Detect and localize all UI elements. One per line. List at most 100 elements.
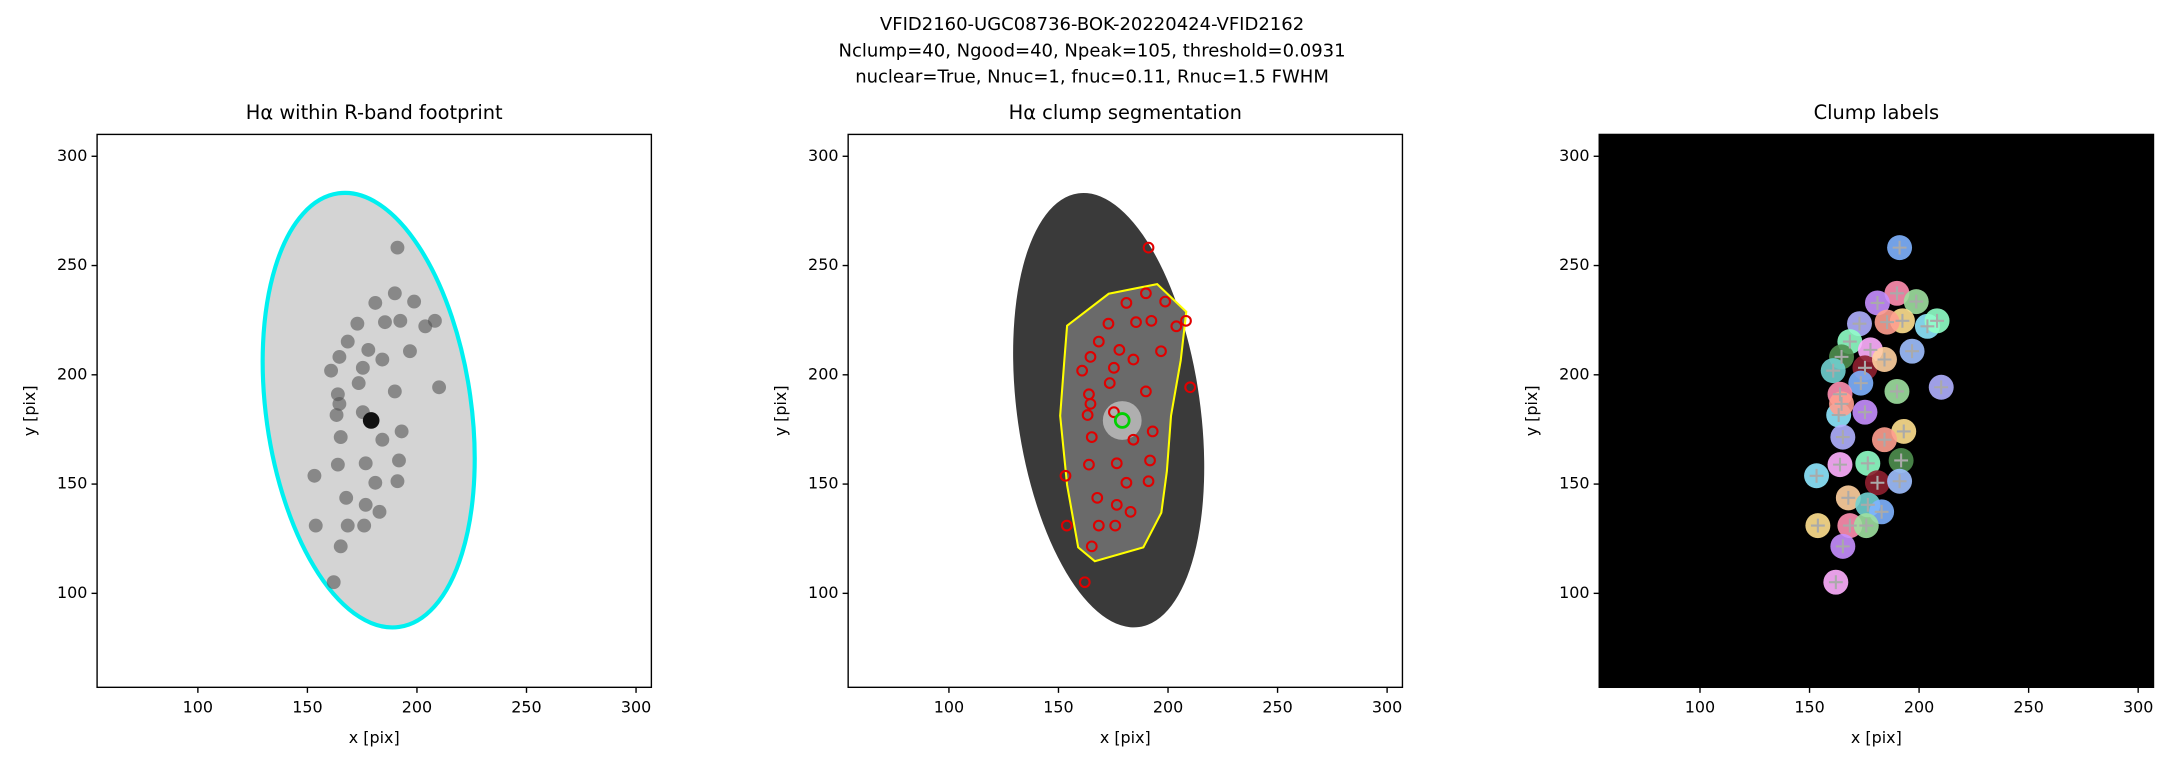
clump-emission [361, 342, 376, 357]
clump-marker [1124, 505, 1137, 518]
clump-emission [407, 294, 422, 309]
clump-cross [1852, 316, 1867, 331]
clump-emission [333, 539, 348, 554]
y-tick-label: 100 [57, 583, 87, 602]
clump-cross [1833, 457, 1847, 472]
clump-emission [390, 474, 405, 489]
clump-marker [1140, 287, 1152, 300]
clump-cross [1859, 518, 1874, 533]
clump-emission [372, 504, 387, 519]
clump-cross [1858, 405, 1872, 420]
clump-cross [1896, 424, 1911, 439]
clump-marker [1159, 295, 1172, 308]
clump-marker [1127, 433, 1140, 446]
x-tick-label: 100 [1685, 698, 1715, 717]
y-tick-label: 100 [1559, 583, 1589, 602]
clump-emission [332, 396, 347, 411]
clump-marker [1120, 476, 1133, 489]
y-axis-label: y [pix] [1522, 385, 1541, 436]
clump-marker [1180, 314, 1192, 327]
x-axis-label: x [pix] [1100, 728, 1151, 747]
clump-cross [1835, 539, 1850, 554]
clump-marker [1059, 469, 1072, 482]
x-tick-label: 300 [1372, 698, 1402, 717]
clump-marker [1155, 345, 1167, 358]
clump-emission [308, 518, 323, 533]
clump-cross [1880, 315, 1895, 330]
clump-cross [1930, 313, 1944, 328]
panel: 100 150 200 250 300 100 150 200 250 300 Clump labe… [1522, 101, 2155, 747]
clump-emission [368, 295, 383, 310]
nucleus-emission [362, 412, 380, 429]
clump-marker [1142, 241, 1155, 254]
clump-cross [1828, 575, 1843, 590]
clump-marker [1127, 353, 1140, 366]
clump-emission [330, 457, 345, 472]
clump-emission [340, 518, 355, 533]
clump-marker [1108, 406, 1120, 419]
clump-emission [392, 453, 406, 468]
y-tick-label: 300 [808, 146, 838, 165]
clump-cross [1841, 490, 1856, 505]
image [1599, 134, 2154, 688]
x-tick-label: 200 [1904, 698, 1934, 717]
y-tick-label: 150 [57, 474, 87, 493]
suptitle: VFID2160-UGC08736-BOK-20220424-VFID2162 [880, 14, 1304, 35]
x-tick-label: 300 [621, 698, 651, 717]
clump-emission [368, 475, 383, 490]
clump-cross [1835, 430, 1850, 445]
clump-cross [1909, 294, 1924, 309]
clump-marker [1109, 519, 1122, 532]
x-tick-label: 100 [934, 698, 964, 717]
clump-cross [1860, 497, 1875, 512]
clump-cross [1890, 286, 1904, 301]
clump-marker [1140, 385, 1152, 398]
axes-frame [1598, 133, 2155, 689]
clump-emission [390, 240, 405, 255]
clump-cross [1842, 334, 1857, 349]
x-tick-label: 200 [1153, 698, 1183, 717]
x-tick-label: 100 [183, 698, 213, 717]
clump-emission [350, 316, 365, 331]
clump-emission [394, 424, 409, 439]
x-tick-label: 250 [1262, 698, 1292, 717]
clump-emission [332, 349, 347, 364]
clump-emission [375, 352, 390, 367]
x-axis-label: x [pix] [349, 728, 400, 747]
clump-marker [1085, 540, 1098, 553]
clump-emission [339, 490, 354, 505]
clump-emission [326, 575, 341, 590]
axes-title: Hα clump segmentation [1009, 101, 1242, 124]
clump-cross [1831, 408, 1846, 422]
clump-cross [1853, 376, 1868, 391]
clump-cross [1877, 352, 1892, 367]
image [848, 134, 1403, 688]
clump-marker [1103, 377, 1116, 390]
axes-title: Clump labels [1814, 101, 1940, 124]
clump-emission [355, 360, 370, 375]
clump-cross [1863, 342, 1878, 357]
y-tick-label: 250 [808, 255, 838, 274]
clump-marker [1060, 519, 1073, 532]
y-tick-label: 150 [808, 474, 838, 493]
clump-cross [1934, 380, 1949, 395]
y-tick-label: 250 [1559, 255, 1589, 274]
clump-marker [1084, 397, 1097, 410]
clump-emission [307, 468, 322, 483]
y-tick-label: 150 [1559, 474, 1589, 493]
suptitle: Nclump=40, Ngood=40, Npeak=105, threshol… [839, 40, 1346, 61]
clump-emission [387, 384, 402, 399]
clump-marker [1170, 320, 1183, 333]
clump-marker [1081, 409, 1094, 421]
clump-emission [378, 315, 392, 330]
y-tick-label: 300 [1559, 146, 1589, 165]
clump-marker [1146, 425, 1159, 438]
clump-cross [1877, 432, 1892, 447]
clump-emission [427, 313, 442, 328]
clump-marker [1113, 344, 1126, 356]
clump-emission [351, 376, 366, 391]
clump-cross [1894, 453, 1909, 468]
axes-frame [96, 133, 653, 689]
clump-marker [1092, 335, 1105, 348]
